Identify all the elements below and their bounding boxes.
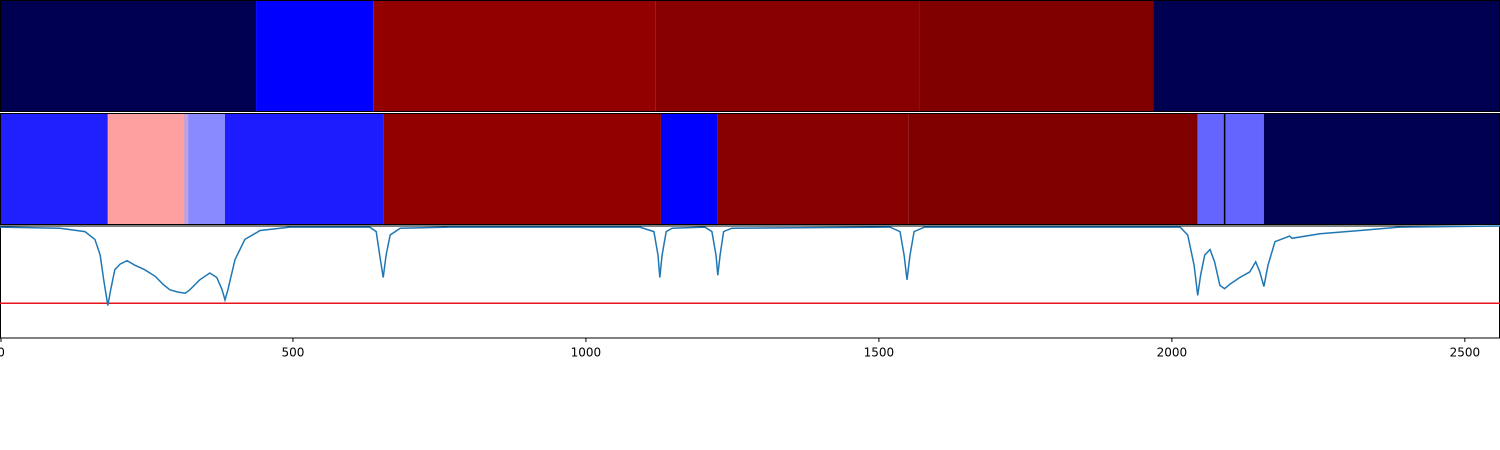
band bbox=[908, 113, 1198, 225]
band bbox=[919, 0, 1154, 112]
band bbox=[660, 113, 718, 225]
x-tick-label: 0 bbox=[0, 346, 5, 360]
x-tick-label: 2000 bbox=[1157, 346, 1188, 360]
band bbox=[373, 0, 656, 112]
x-tick-label: 1500 bbox=[864, 346, 895, 360]
x-tick-label: 500 bbox=[282, 346, 305, 360]
band bbox=[383, 113, 661, 225]
band bbox=[225, 113, 384, 225]
band bbox=[1197, 113, 1264, 225]
x-tick-label: 2500 bbox=[1450, 346, 1481, 360]
band bbox=[256, 0, 374, 112]
band bbox=[107, 113, 184, 225]
band bbox=[188, 113, 225, 225]
x-tick-label: 1000 bbox=[571, 346, 602, 360]
band bbox=[0, 113, 108, 225]
band bbox=[1263, 113, 1500, 225]
data-line bbox=[0, 225, 1500, 306]
band bbox=[655, 0, 920, 112]
plot-area bbox=[0, 225, 1500, 339]
band bbox=[1153, 0, 1500, 112]
band bbox=[183, 113, 189, 225]
band bbox=[717, 113, 909, 225]
band bbox=[0, 0, 257, 112]
